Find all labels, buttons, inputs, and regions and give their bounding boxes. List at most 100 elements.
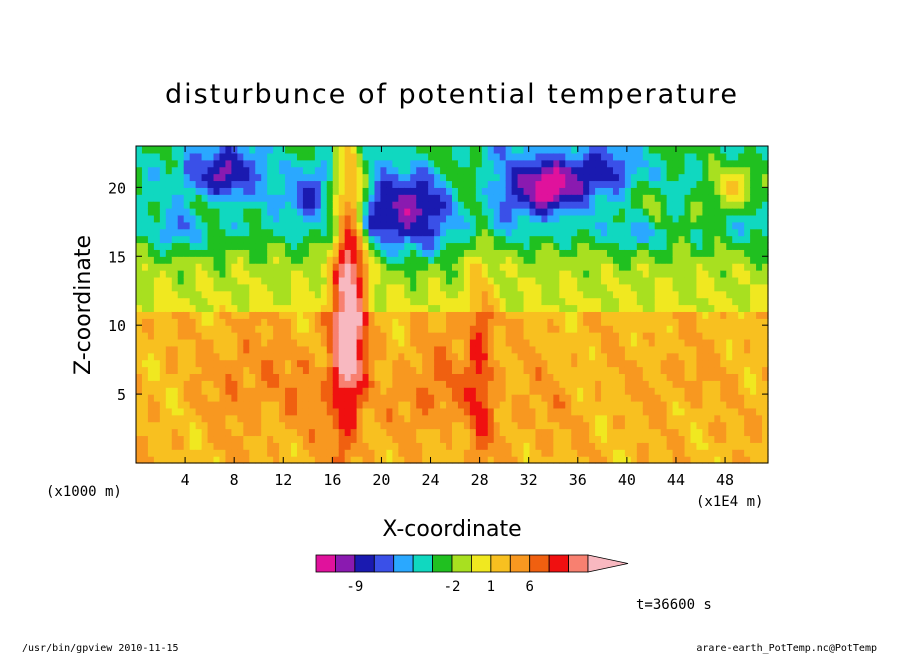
- field-cell: [213, 249, 221, 257]
- field-cell: [416, 256, 423, 264]
- field-cell: [374, 311, 382, 319]
- field-cell: [440, 152, 447, 161]
- field-cell: [249, 311, 256, 319]
- field-cell: [738, 338, 745, 347]
- field-cell: [577, 380, 584, 388]
- field-cell: [296, 373, 304, 381]
- field-cell: [261, 263, 268, 271]
- field-cell: [452, 428, 459, 437]
- field-cell: [702, 146, 709, 154]
- field-cell: [726, 166, 733, 175]
- field-cell: [732, 242, 739, 250]
- field-cell: [535, 173, 543, 182]
- field-cell: [559, 152, 566, 161]
- field-cell: [136, 214, 143, 223]
- field-cell: [672, 297, 680, 306]
- field-cell: [475, 414, 483, 423]
- field-cell: [583, 290, 590, 299]
- field-cell: [356, 332, 364, 340]
- field-cell: [607, 387, 614, 395]
- field-cell: [708, 201, 715, 209]
- field-cell: [487, 256, 495, 264]
- field-cell: [440, 400, 447, 409]
- field-cell: [756, 332, 763, 340]
- field-cell: [672, 394, 680, 402]
- field-cell: [320, 146, 328, 154]
- field-cell: [607, 449, 614, 457]
- field-cell: [750, 332, 757, 340]
- field-cell: [475, 421, 483, 430]
- field-cell: [380, 311, 388, 319]
- field-cell: [237, 283, 244, 292]
- field-cell: [648, 208, 656, 216]
- field-cell: [422, 345, 429, 354]
- field-cell: [499, 332, 507, 340]
- field-cell: [422, 221, 429, 230]
- field-cell: [547, 228, 554, 237]
- field-cell: [440, 270, 447, 278]
- field-cell: [762, 187, 769, 195]
- field-cell: [583, 428, 590, 437]
- field-cell: [332, 387, 340, 395]
- field-cell: [231, 325, 238, 333]
- field-cell: [344, 201, 352, 209]
- field-cell: [607, 187, 614, 195]
- field-cell: [314, 394, 322, 402]
- field-cell: [368, 332, 376, 340]
- field-cell: [469, 338, 477, 347]
- field-cell: [159, 256, 167, 264]
- field-cell: [165, 428, 173, 437]
- field-cell: [696, 394, 704, 402]
- field-cell: [553, 366, 560, 375]
- field-cell: [279, 325, 286, 333]
- field-cell: [440, 359, 447, 368]
- field-cell: [362, 338, 370, 347]
- field-cell: [565, 311, 572, 319]
- field-cell: [189, 407, 197, 416]
- field-cell: [541, 214, 548, 223]
- field-cell: [404, 414, 411, 423]
- field-cell: [261, 359, 268, 368]
- field-cell: [219, 318, 227, 326]
- field-cell: [732, 332, 739, 340]
- field-cell: [440, 242, 447, 250]
- field-cell: [648, 373, 656, 381]
- field-cell: [589, 187, 596, 195]
- field-cell: [159, 201, 167, 209]
- field-cell: [726, 456, 733, 464]
- field-cell: [481, 180, 489, 188]
- field-cell: [380, 407, 388, 416]
- x-scale-label: (x1E4 m): [696, 494, 763, 510]
- field-cell: [296, 421, 304, 430]
- field-cell: [499, 283, 507, 292]
- field-cell: [559, 187, 566, 195]
- field-cell: [690, 180, 698, 188]
- field-cell: [422, 435, 429, 443]
- field-cell: [320, 208, 328, 216]
- field-cell: [756, 152, 763, 161]
- field-cell: [553, 201, 560, 209]
- field-cell: [386, 166, 393, 175]
- field-cell: [308, 400, 316, 409]
- field-cell: [744, 290, 751, 299]
- field-cell: [529, 421, 537, 430]
- field-cell: [636, 421, 644, 430]
- field-cell: [630, 166, 638, 175]
- field-cell: [159, 180, 167, 188]
- field-cell: [368, 263, 376, 271]
- field-cell: [368, 456, 376, 464]
- field-cell: [738, 400, 745, 409]
- field-cell: [314, 456, 322, 464]
- field-cell: [589, 304, 596, 312]
- field-cell: [672, 276, 680, 285]
- field-cell: [344, 208, 352, 216]
- field-cell: [237, 242, 244, 250]
- field-cell: [714, 242, 721, 250]
- field-cell: [326, 352, 334, 361]
- field-cell: [308, 228, 316, 237]
- field-cell: [285, 449, 292, 457]
- field-cell: [153, 180, 161, 188]
- field-cell: [469, 318, 477, 326]
- colorbar-bin: [393, 554, 414, 573]
- field-cell: [356, 366, 364, 375]
